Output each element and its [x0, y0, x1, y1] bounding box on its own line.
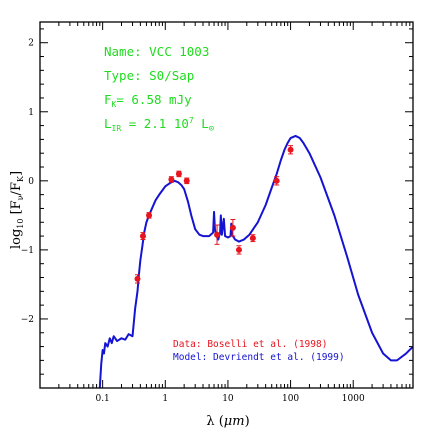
data-point	[229, 219, 236, 237]
flux-value: = 6.58 mJy	[116, 92, 192, 107]
x-tick-label: 100	[282, 394, 299, 404]
flux-symbol: F	[104, 92, 112, 107]
y-axis-flux: [F	[9, 200, 24, 218]
data-series	[134, 145, 294, 284]
x-tick-labels: 0.1 1 10 100 1000	[95, 394, 364, 404]
annotation-name: Name: VCC 1003	[104, 44, 209, 59]
plot-frame	[39, 21, 414, 389]
y-axis-nu-sub: ν	[16, 195, 25, 200]
x-axis-title-unit: μm	[224, 414, 245, 429]
y-tick-label: 0	[28, 177, 34, 187]
data-marker	[134, 275, 141, 282]
annotation-flux: FK= 6.58 mJy	[104, 92, 192, 109]
lir-symbol: L	[104, 116, 112, 131]
y-axis-k-sub: K	[16, 175, 25, 182]
lir-sun-subscript: ⊙	[209, 124, 214, 134]
x-tick-label: 0.1	[95, 394, 109, 404]
data-marker	[146, 212, 153, 219]
data-marker	[175, 170, 182, 177]
lir-subscript: IR	[112, 124, 122, 133]
data-point	[273, 176, 280, 186]
data-marker	[229, 224, 236, 231]
x-axis-title-pre: λ (	[206, 414, 223, 429]
annotation-lir: LIR = 2.1 107 L⊙	[104, 116, 214, 134]
y-tick-labels: 2 1 0 −1 −2	[21, 39, 35, 325]
data-point	[175, 170, 182, 178]
x-axis-title: λ (μm)	[206, 414, 249, 429]
lir-exponent: 7	[189, 116, 194, 125]
x-tick-label: 10	[222, 394, 234, 404]
credit-model: Model: Devriendt et al. (1999)	[173, 352, 345, 363]
data-point	[183, 177, 190, 185]
y-axis-log: log	[9, 229, 24, 249]
y-tick-label: −1	[21, 246, 34, 256]
y-tick-label: 1	[28, 108, 34, 118]
data-point	[235, 245, 242, 255]
data-point	[146, 212, 153, 219]
y-axis-log-sub: 10	[16, 219, 25, 229]
data-point	[139, 232, 146, 241]
model-curve	[98, 134, 413, 388]
data-point	[287, 145, 294, 155]
data-point	[214, 224, 221, 245]
annotation-type: Type: S0/Sap	[104, 68, 194, 83]
y-axis-title: log10 [Fν/FK]	[9, 171, 25, 249]
data-marker	[214, 231, 221, 238]
model-series	[98, 134, 413, 388]
lir-unit: L	[194, 116, 209, 131]
data-point	[168, 176, 175, 183]
axis-ticks	[39, 22, 414, 389]
data-marker	[168, 176, 175, 183]
data-point	[249, 234, 256, 243]
y-tick-label: −2	[21, 315, 34, 325]
credit-data: Data: Boselli et al. (1998)	[173, 339, 327, 350]
data-marker	[249, 235, 256, 242]
data-marker	[287, 146, 294, 153]
y-tick-label: 2	[28, 39, 34, 49]
data-marker	[183, 177, 190, 184]
data-marker	[139, 233, 146, 240]
data-marker	[235, 246, 242, 253]
y-axis-slash: /F	[9, 182, 24, 195]
x-axis-title-post: )	[245, 414, 250, 429]
data-marker	[273, 177, 280, 184]
lir-value: = 2.1 10	[121, 116, 189, 131]
x-tick-label: 1000	[342, 394, 365, 404]
data-point	[134, 274, 141, 284]
x-tick-label: 1	[162, 394, 168, 404]
y-axis-bracket: ]	[9, 171, 24, 176]
flux-subscript: K	[112, 100, 117, 109]
